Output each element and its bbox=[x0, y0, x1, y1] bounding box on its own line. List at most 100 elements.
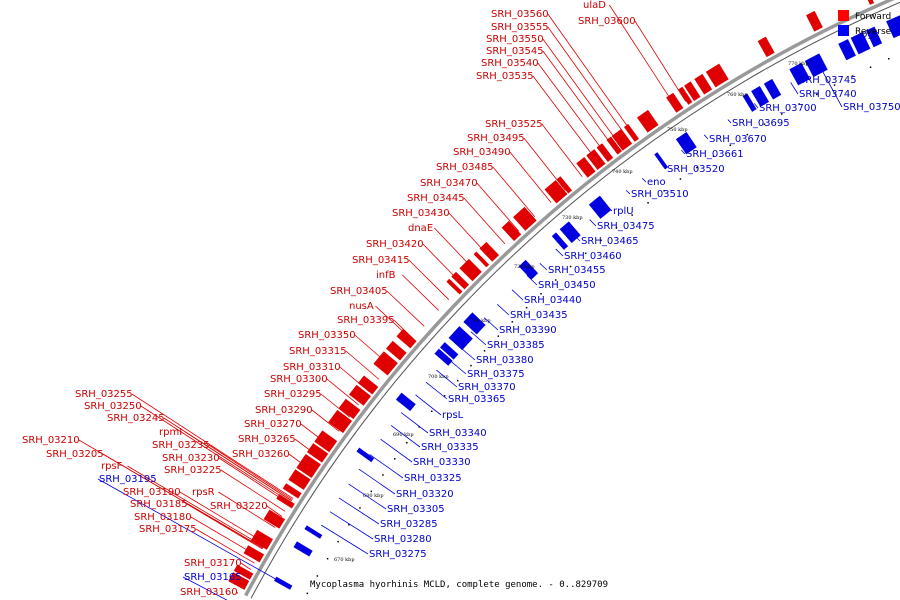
leader-line-forward bbox=[537, 62, 608, 158]
gene-label-forward: SRH_03420 bbox=[366, 239, 424, 250]
leader-line-forward bbox=[634, 20, 687, 102]
leader-line-reverse bbox=[348, 483, 387, 510]
gene-reverse bbox=[448, 326, 473, 351]
gene-forward bbox=[867, 0, 875, 5]
leader-line-forward bbox=[339, 366, 370, 392]
gene-reverse bbox=[654, 152, 669, 170]
gene-label-forward: SRH_03175 bbox=[139, 524, 197, 535]
gene-label-reverse: SRH_03375 bbox=[467, 369, 525, 380]
leader-line-reverse bbox=[338, 497, 380, 525]
gene-reverse bbox=[518, 259, 539, 280]
gene-forward bbox=[233, 564, 254, 580]
genome-caption: Mycoplasma hyorhinis MCLD, complete geno… bbox=[310, 580, 608, 590]
tick-mark bbox=[833, 84, 836, 86]
gene-label-reverse: SRH_03330 bbox=[413, 457, 471, 468]
tick-mark bbox=[569, 265, 572, 268]
leader-line-forward bbox=[422, 243, 464, 286]
gene-label-forward: SRH_03160 bbox=[180, 587, 238, 598]
gene-label-forward: SRH_03260 bbox=[232, 449, 290, 460]
gene-forward bbox=[576, 156, 596, 178]
tick-mark bbox=[763, 123, 766, 125]
leader-line-reverse bbox=[661, 163, 667, 170]
leader-line-reverse bbox=[796, 78, 799, 81]
leader-line-forward bbox=[208, 444, 293, 500]
leader-line-reverse bbox=[859, 33, 865, 45]
leader-line-reverse bbox=[97, 478, 286, 586]
tick-mark bbox=[393, 458, 396, 460]
tick-mark bbox=[348, 523, 350, 526]
gene-label-reverse: SRH_03695 bbox=[732, 118, 790, 129]
gene-label-forward: SRH_03290 bbox=[255, 405, 313, 416]
gene-label-forward: SRH_03555 bbox=[491, 22, 549, 33]
gene-label-forward: rpsR bbox=[192, 487, 215, 498]
gene-label-forward: SRH_03205 bbox=[46, 449, 104, 460]
tick-mark bbox=[540, 292, 542, 295]
leader-line-reverse bbox=[425, 381, 448, 400]
tick-mark bbox=[337, 540, 339, 543]
gene-label-forward: SRH_03495 bbox=[467, 133, 525, 144]
gene-forward bbox=[473, 251, 490, 268]
tick-mark bbox=[359, 507, 361, 509]
leader-line-forward bbox=[179, 491, 266, 544]
gene-label-forward: SRH_03180 bbox=[134, 512, 192, 523]
gene-label-forward: SRH_03245 bbox=[107, 413, 165, 424]
leader-line-reverse bbox=[625, 190, 631, 195]
gene-forward bbox=[678, 86, 693, 105]
gene-forward bbox=[512, 206, 537, 231]
leader-line-reverse bbox=[390, 425, 421, 448]
gene-label-forward: SRH_03600 bbox=[578, 16, 636, 27]
leader-line-reverse bbox=[358, 468, 396, 495]
tick-mark bbox=[456, 379, 459, 382]
leader-line-reverse bbox=[539, 262, 548, 271]
tick-mark bbox=[851, 75, 854, 77]
gene-label-reverse: eno bbox=[647, 177, 666, 188]
tick-label: 680 kbp bbox=[363, 493, 384, 499]
backbone-outer bbox=[244, 0, 895, 597]
leader-line-forward bbox=[195, 528, 255, 564]
leader-line-forward bbox=[476, 182, 520, 232]
tick-mark bbox=[483, 350, 486, 352]
gene-label-reverse: SRH_03740 bbox=[799, 89, 857, 100]
tick-mark bbox=[647, 202, 649, 204]
gene-forward bbox=[282, 483, 302, 499]
tick-mark bbox=[382, 474, 384, 476]
gene-label-reverse: SRH_03700 bbox=[759, 103, 817, 114]
leader-line-forward bbox=[448, 212, 491, 259]
tick-mark bbox=[470, 364, 472, 367]
gene-reverse bbox=[463, 312, 486, 335]
tick-mark bbox=[746, 133, 749, 136]
gene-label-forward: SRH_03190 bbox=[123, 487, 181, 498]
gene-forward bbox=[623, 123, 640, 142]
gene-label-forward: SRH_03415 bbox=[352, 255, 410, 266]
leader-line-reverse bbox=[457, 345, 476, 361]
leader-line-reverse bbox=[496, 304, 510, 316]
gene-label-reverse: SRH_03370 bbox=[458, 382, 516, 393]
leader-line-forward bbox=[266, 505, 283, 517]
gene-forward bbox=[328, 409, 353, 434]
legend-forward-swatch bbox=[838, 10, 849, 21]
gene-label-forward: SRH_03255 bbox=[75, 389, 133, 400]
gene-label-reverse: pgk bbox=[861, 29, 880, 40]
gene-forward bbox=[288, 469, 311, 490]
leader-line-forward bbox=[547, 13, 636, 137]
gene-label-forward: rpsF bbox=[101, 461, 123, 472]
gene-label-forward: SRH_03170 bbox=[184, 558, 242, 569]
leader-line-forward bbox=[218, 491, 276, 528]
gene-label-reverse: SRH_03745 bbox=[799, 75, 857, 86]
tick-label: 740 kbp bbox=[612, 169, 633, 175]
gene-label-forward: SRH_03250 bbox=[84, 401, 142, 412]
leader-line-forward bbox=[185, 431, 292, 502]
gene-label-reverse: SRH_03275 bbox=[369, 549, 427, 560]
legend-forward-label: Forward bbox=[855, 12, 891, 22]
leader-line-forward bbox=[609, 4, 677, 109]
tick-mark bbox=[781, 113, 783, 115]
leader-line-forward bbox=[190, 516, 259, 557]
gene-forward bbox=[694, 73, 713, 95]
leader-line-forward bbox=[434, 227, 477, 273]
leader-line-reverse bbox=[380, 438, 413, 463]
legend: Forward Reverse bbox=[838, 10, 892, 37]
leader-line-reverse bbox=[606, 205, 613, 212]
gene-label-forward: SRH_03230 bbox=[162, 453, 220, 464]
gene-reverse bbox=[865, 26, 883, 48]
